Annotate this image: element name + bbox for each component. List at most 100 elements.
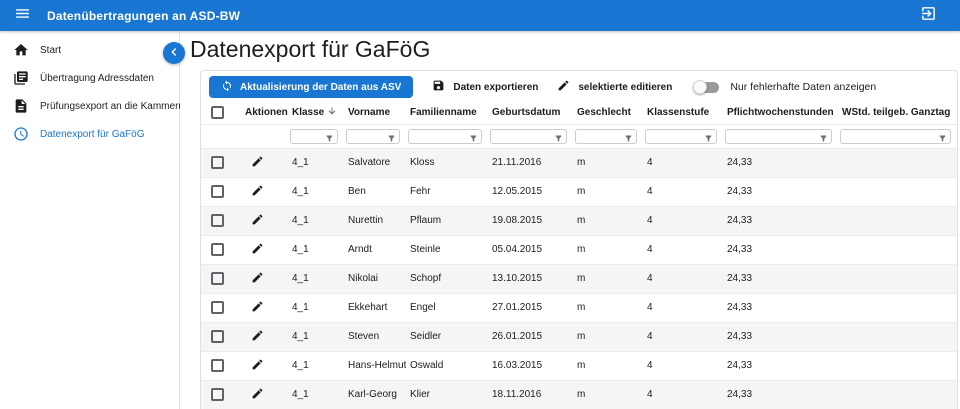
cell-klasse: 4_1: [288, 206, 344, 236]
cell-klassenstufe: 4: [643, 264, 723, 294]
hamburger-menu-button[interactable]: [10, 4, 34, 28]
filter-input-pflichtwochenstunden[interactable]: [725, 129, 832, 144]
export-data-button[interactable]: Daten exportieren: [432, 79, 538, 95]
toolbar: Aktualisierung der Daten aus ASV Daten e…: [201, 71, 957, 101]
table-row: 4_1 Ben Fehr 12.05.2015 m 4 24,33: [201, 177, 957, 207]
logout-button[interactable]: [916, 4, 940, 28]
column-label: Klasse: [292, 106, 325, 118]
select-all-checkbox[interactable]: [211, 105, 224, 119]
filter-input-vorname[interactable]: [346, 129, 400, 144]
cell-pflichtwochenstunden: 24,33: [723, 177, 838, 207]
cell-pflichtwochenstunden: 24,33: [723, 351, 838, 381]
column-header-vorname[interactable]: Vorname: [344, 101, 406, 125]
cell-pflichtwochenstunden: 24,33: [723, 322, 838, 352]
column-label: Vorname: [348, 106, 391, 118]
cell-geburtsdatum: 05.04.2015: [488, 235, 573, 265]
back-button[interactable]: [163, 42, 185, 64]
cell-wstd-teilgeb-ganztag: [838, 206, 957, 236]
row-checkbox[interactable]: [211, 301, 224, 314]
column-header-pflichtwochenstunden[interactable]: Pflichtwochenstunden: [723, 101, 838, 125]
column-header-klasse[interactable]: Klasse: [288, 101, 344, 125]
filter-icon: [469, 130, 478, 148]
sidebar-item-uebertragung-adressdaten[interactable]: Übertragung Adressdaten: [0, 64, 179, 92]
cell-klassenstufe: 4: [643, 206, 723, 236]
row-checkbox[interactable]: [211, 359, 224, 372]
cell-klasse: 4_1: [288, 264, 344, 294]
cell-wstd-teilgeb-ganztag: [838, 264, 957, 294]
cell-klassenstufe: 4: [643, 235, 723, 265]
header-row: Aktionen Klasse Vorname Familienname Geb…: [201, 101, 957, 125]
cell-klasse: 4_1: [288, 351, 344, 381]
edit-selected-button[interactable]: selektierte editieren: [557, 79, 672, 95]
error-filter-toggle[interactable]: [693, 80, 720, 94]
sidebar-item-label: Start: [40, 44, 62, 56]
sidebar-item-start[interactable]: Start: [0, 36, 179, 64]
filter-icon: [387, 130, 396, 148]
pencil-icon: [251, 213, 264, 229]
column-label: Pflichtwochenstunden: [727, 106, 834, 118]
edit-row-button[interactable]: [249, 213, 265, 229]
column-header-geschlecht[interactable]: Geschlecht: [573, 101, 643, 125]
row-checkbox[interactable]: [211, 243, 224, 256]
row-checkbox[interactable]: [211, 214, 224, 227]
column-header-familienname[interactable]: Familienname: [406, 101, 488, 125]
cell-wstd-teilgeb-ganztag: [838, 235, 957, 265]
cell-geburtsdatum: 12.05.2015: [488, 177, 573, 207]
refresh-data-button[interactable]: Aktualisierung der Daten aus ASV: [209, 76, 414, 98]
cell-klasse: 4_1: [288, 293, 344, 323]
cell-klasse: 4_1: [288, 177, 344, 207]
cell-klassenstufe: 4: [643, 148, 723, 178]
app-title: Datenübertragungen an ASD-BW: [47, 8, 241, 23]
table-row: 4_1 Hans-Helmut Oswald 16.03.2015 m 4 24…: [201, 351, 957, 381]
cell-geschlecht: m: [573, 235, 643, 265]
sidebar-item-label: Übertragung Adressdaten: [40, 72, 154, 84]
row-checkbox[interactable]: [211, 185, 224, 198]
filter-input-geburtsdatum[interactable]: [490, 129, 567, 144]
error-toggle-label: Nur fehlerhafte Daten anzeigen: [730, 81, 877, 93]
main-content: Datenexport für GaFöG Aktualisierung der…: [163, 31, 960, 409]
edit-row-button[interactable]: [249, 155, 265, 171]
cell-wstd-teilgeb-ganztag: [838, 148, 957, 178]
row-checkbox[interactable]: [211, 388, 224, 401]
cell-klasse: 4_1: [288, 380, 344, 409]
row-checkbox[interactable]: [211, 156, 224, 169]
cell-geburtsdatum: 19.08.2015: [488, 206, 573, 236]
table-row: 4_1 Nurettin Pflaum 19.08.2015 m 4 24,33: [201, 206, 957, 236]
edit-row-button[interactable]: [249, 387, 265, 403]
cell-pflichtwochenstunden: 24,33: [723, 235, 838, 265]
column-header-klassenstufe[interactable]: Klassenstufe: [643, 101, 723, 125]
cell-geburtsdatum: 21.11.2016: [488, 148, 573, 178]
edit-row-button[interactable]: [249, 184, 265, 200]
pencil-icon: [251, 329, 264, 345]
column-label: Aktionen: [245, 106, 288, 118]
cell-geburtsdatum: 13.10.2015: [488, 264, 573, 294]
column-header-wstd-teilgeb-ganztag[interactable]: WStd. teilgeb. Ganztag: [838, 101, 957, 125]
cell-familienname: Seidler: [406, 322, 488, 352]
table-body: 4_1 Salvatore Kloss 21.11.2016 m 4 24,33…: [201, 148, 957, 409]
sidebar-item-datenexport-gafoeg[interactable]: Datenexport für GaFöG: [0, 120, 179, 148]
column-label: Geschlecht: [577, 106, 631, 118]
pencil-icon: [557, 79, 570, 95]
cell-wstd-teilgeb-ganztag: [838, 380, 957, 409]
edit-row-button[interactable]: [249, 329, 265, 345]
edit-row-button[interactable]: [249, 242, 265, 258]
filter-input-wstd-teilgeb-ganztag[interactable]: [840, 129, 951, 144]
edit-row-button[interactable]: [249, 271, 265, 287]
filter-input-familienname[interactable]: [408, 129, 482, 144]
cell-pflichtwochenstunden: 24,33: [723, 380, 838, 409]
column-header-geburtsdatum[interactable]: Geburtsdatum: [488, 101, 573, 125]
hamburger-icon: [14, 5, 31, 27]
sidebar-item-pruefungsexport[interactable]: Prüfungsexport an die Kammern: [0, 92, 184, 120]
cell-geschlecht: m: [573, 264, 643, 294]
row-checkbox[interactable]: [211, 272, 224, 285]
row-checkbox[interactable]: [211, 330, 224, 343]
pencil-icon: [251, 358, 264, 374]
edit-row-button[interactable]: [249, 300, 265, 316]
table-row: 4_1 Salvatore Kloss 21.11.2016 m 4 24,33: [201, 148, 957, 178]
filter-input-geschlecht[interactable]: [575, 129, 637, 144]
save-icon: [432, 79, 445, 95]
edit-row-button[interactable]: [249, 358, 265, 374]
sync-icon: [221, 80, 233, 95]
filter-input-klassenstufe[interactable]: [645, 129, 717, 144]
filter-input-klasse[interactable]: [290, 129, 338, 144]
